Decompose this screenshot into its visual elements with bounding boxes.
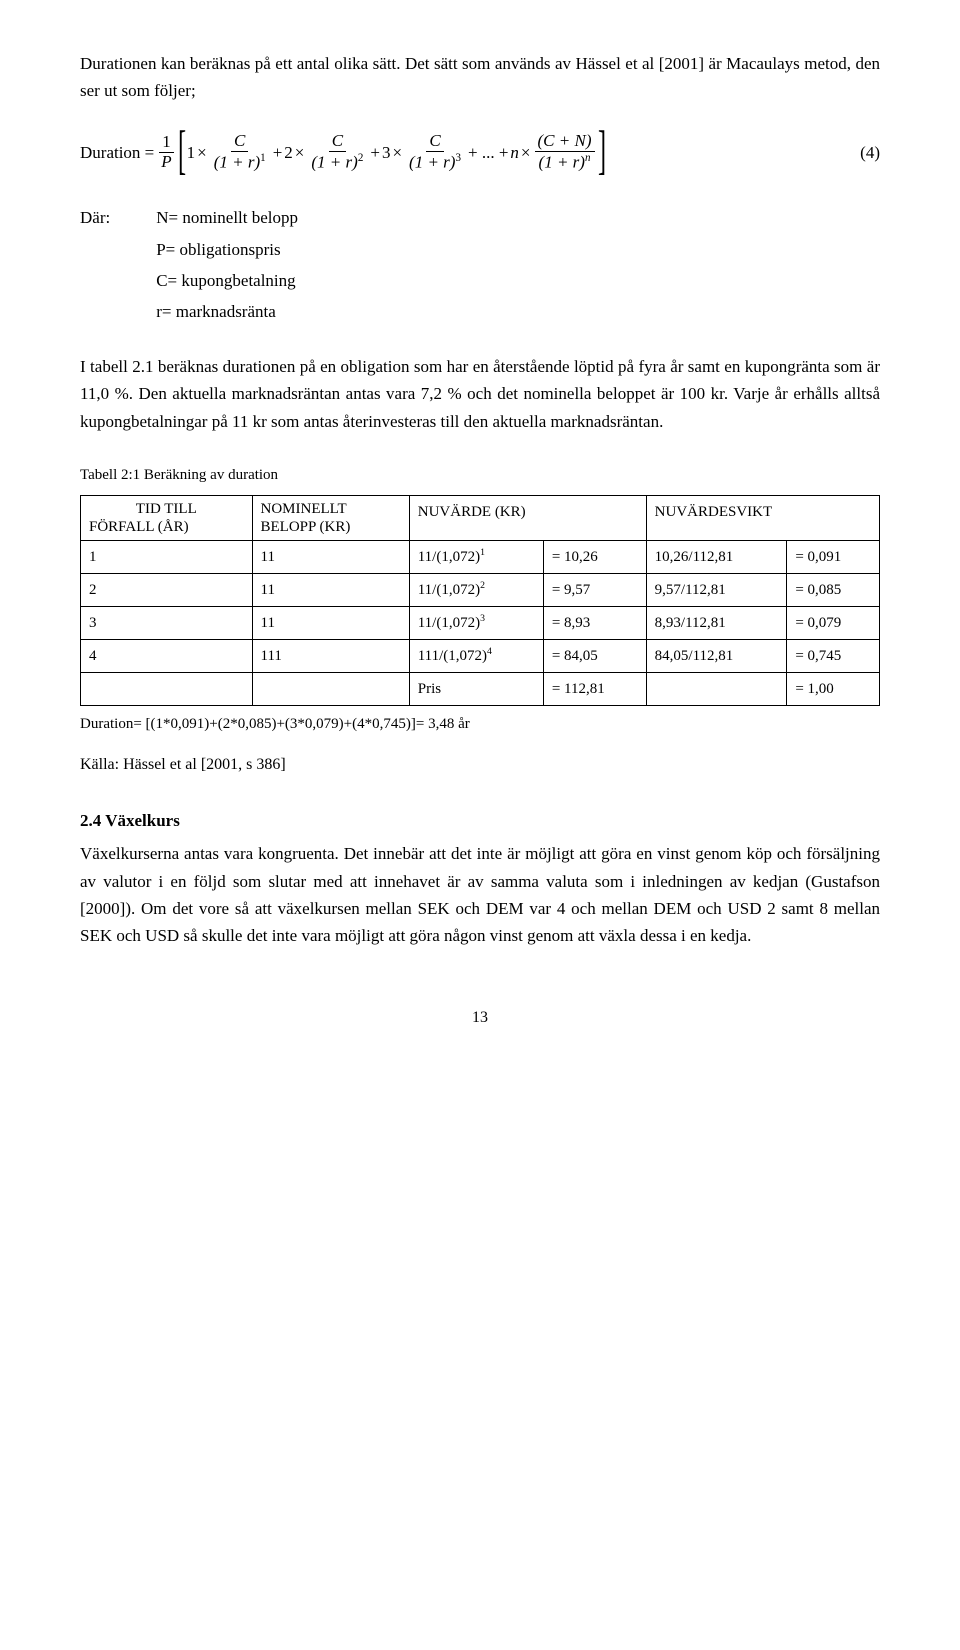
col-header-nominal: NOMINELLT BELOPP (KR) [252,495,409,540]
where-block: Där: N= nominellt belopp P= obligationsp… [80,204,880,329]
cell-price-label: Pris [409,672,543,705]
col-header-weight: NUVÄRDESVIKT [646,495,879,540]
term-num: (C + N) [535,132,595,152]
section-heading: 2.4 Växelkurs [80,807,880,834]
cell-w-calc: 9,57/112,81 [646,573,787,606]
table-row: 11111/(1,072)1= 10,2610,26/112,81= 0,091 [81,540,880,573]
cell-pv-calc: 11/(1,072)3 [409,606,543,639]
coef: 1 [187,139,196,166]
prefix-den: P [158,153,174,172]
term-den: (1 + r)1 [211,152,269,172]
cell-empty [81,672,253,705]
cell-w-calc: 8,93/112,81 [646,606,787,639]
cell-nominal: 11 [252,606,409,639]
where-label: Där: [80,204,110,329]
coef: 2 [284,139,293,166]
formula-term-1: 1× C (1 + r)1 [187,132,271,172]
table-caption: Tabell 2:1 Beräkning av duration [80,463,880,487]
cell-w: = 0,091 [787,540,880,573]
cell-pv-calc: 111/(1,072)4 [409,639,543,672]
col-header-pv: NUVÄRDE (KR) [409,495,646,540]
cell-w-calc: 84,05/112,81 [646,639,787,672]
where-definitions: N= nominellt belopp P= obligationspris C… [156,204,298,329]
term-den: (1 + r)3 [406,152,464,172]
cell-year: 1 [81,540,253,573]
table-row: 31111/(1,072)3= 8,938,93/112,81= 0,079 [81,606,880,639]
left-bracket-icon: [ [178,126,186,174]
source-line: Källa: Hässel et al [2001, s 386] [80,752,880,778]
intro-paragraph: Durationen kan beräknas på ett antal oli… [80,50,880,104]
cell-empty [252,672,409,705]
cell-year: 2 [81,573,253,606]
coef: n [510,139,519,166]
formula-term-n: n× (C + N) (1 + r)n [510,132,596,172]
cell-pv: = 84,05 [543,639,646,672]
formula-term-3: 3× C (1 + r)3 [382,132,466,172]
term-den: (1 + r)n [536,152,594,172]
page-number: 13 [80,1005,880,1031]
where-def: r= marknadsränta [156,298,298,325]
cell-nominal: 11 [252,573,409,606]
prefix-fraction: 1 P [158,133,174,171]
cell-w: = 0,079 [787,606,880,639]
cell-w: = 0,085 [787,573,880,606]
section-paragraph: Växelkurserna antas vara kongruenta. Det… [80,840,880,949]
where-def: N= nominellt belopp [156,204,298,231]
table-row: 21111/(1,072)2= 9,579,57/112,81= 0,085 [81,573,880,606]
right-bracket-icon: ] [597,126,605,174]
cell-empty [646,672,787,705]
cell-w: = 0,745 [787,639,880,672]
duration-formula: Duration = 1 P [ 1× C (1 + r)1 + 2× C (1… [80,128,880,176]
term-num: C [426,132,443,152]
where-def: P= obligationspris [156,236,298,263]
term-num: C [329,132,346,152]
duration-table: TID TILL FÖRFALL (ÅR) NOMINELLT BELOPP (… [80,495,880,706]
cell-weight-total: = 1,00 [787,672,880,705]
cell-year: 4 [81,639,253,672]
cell-pv: = 8,93 [543,606,646,639]
cell-nominal: 111 [252,639,409,672]
where-def: C= kupongbetalning [156,267,298,294]
cell-year: 3 [81,606,253,639]
formula-term-2: 2× C (1 + r)2 [284,132,368,172]
body-paragraph: I tabell 2.1 beräknas durationen på en o… [80,353,880,435]
duration-result-line: Duration= [(1*0,091)+(2*0,085)+(3*0,079)… [80,712,880,736]
cell-pv: = 10,26 [543,540,646,573]
formula-ellipsis: + ... + [468,139,508,166]
cell-w-calc: 10,26/112,81 [646,540,787,573]
table-header-row: TID TILL FÖRFALL (ÅR) NOMINELLT BELOPP (… [81,495,880,540]
table-footer-row: Pris= 112,81 = 1,00 [81,672,880,705]
term-den: (1 + r)2 [308,152,366,172]
cell-pv: = 9,57 [543,573,646,606]
coef: 3 [382,139,391,166]
prefix-num: 1 [159,133,174,153]
formula-lhs: Duration = [80,139,154,166]
term-num: C [231,132,248,152]
table-row: 4111111/(1,072)4= 84,0584,05/112,81= 0,7… [81,639,880,672]
cell-price-val: = 112,81 [543,672,646,705]
equation-number: (4) [860,139,880,166]
col-header-time: TID TILL FÖRFALL (ÅR) [81,495,253,540]
cell-pv-calc: 11/(1,072)2 [409,573,543,606]
cell-nominal: 11 [252,540,409,573]
cell-pv-calc: 11/(1,072)1 [409,540,543,573]
